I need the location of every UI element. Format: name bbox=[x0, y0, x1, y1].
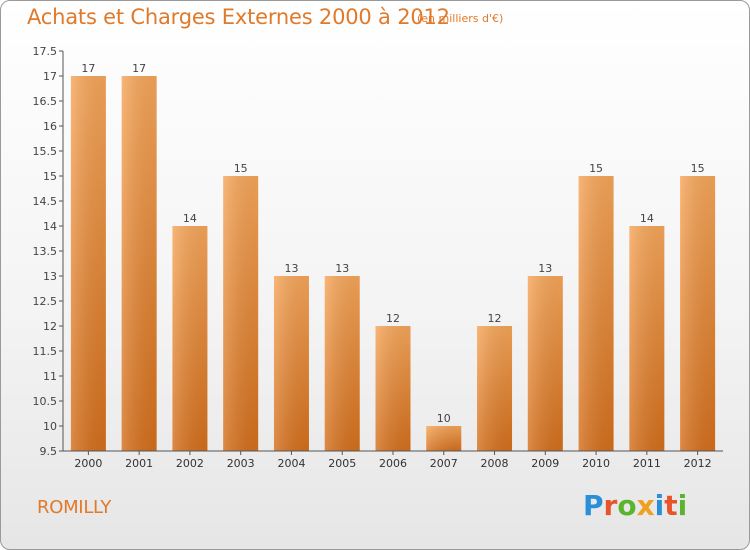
bar-shade bbox=[223, 176, 259, 451]
bar-value-label: 12 bbox=[488, 312, 502, 325]
bar-value-label: 10 bbox=[437, 412, 451, 425]
x-tick-label: 2007 bbox=[430, 457, 458, 470]
y-tick-label: 13.5 bbox=[33, 245, 58, 258]
bar-value-label: 13 bbox=[335, 262, 349, 275]
proxiti-logo[interactable]: Proxiti bbox=[583, 489, 687, 522]
y-tick-label: 12 bbox=[43, 320, 57, 333]
y-tick-label: 11 bbox=[43, 370, 57, 383]
logo-letter: t bbox=[664, 489, 678, 522]
commune-name: ROMILLY bbox=[37, 497, 112, 518]
bar-shade bbox=[121, 76, 157, 451]
bar-shade bbox=[70, 76, 106, 451]
y-tick-label: 13 bbox=[43, 270, 57, 283]
x-tick-label: 2011 bbox=[633, 457, 661, 470]
bar-value-label: 15 bbox=[691, 162, 705, 175]
logo-letter: i bbox=[654, 489, 665, 522]
bars: 17 17 14 15 13 13 12 10 12 13 15 14 15 bbox=[70, 62, 716, 451]
bar-value-label: 13 bbox=[284, 262, 298, 275]
bar-shade bbox=[527, 276, 563, 451]
bar-value-label: 17 bbox=[81, 62, 95, 75]
x-tick-label: 2010 bbox=[582, 457, 610, 470]
bar-value-label: 15 bbox=[589, 162, 603, 175]
bar-shade bbox=[629, 226, 665, 451]
bar-shade bbox=[477, 326, 513, 451]
logo-letter: o bbox=[617, 489, 637, 522]
bar-value-label: 13 bbox=[538, 262, 552, 275]
x-tick-label: 2003 bbox=[227, 457, 255, 470]
logo-letter: x bbox=[636, 489, 655, 522]
x-tick-label: 2000 bbox=[74, 457, 102, 470]
logo-letter: r bbox=[603, 489, 618, 522]
y-tick-label: 16 bbox=[43, 120, 57, 133]
y-tick-label: 10 bbox=[43, 420, 57, 433]
x-axis: 2000 2001 2002 2003 2004 2005 2006 2007 2008 2009… bbox=[63, 450, 723, 470]
y-tick-label: 11.5 bbox=[33, 345, 58, 358]
bar-shade bbox=[273, 276, 309, 451]
y-tick-label: 15 bbox=[43, 170, 57, 183]
bar-shade bbox=[375, 326, 411, 451]
bar-shade bbox=[324, 276, 360, 451]
bar-value-label: 14 bbox=[640, 212, 654, 225]
bar-shade bbox=[172, 226, 208, 451]
x-tick-label: 2002 bbox=[176, 457, 204, 470]
bar-value-label: 14 bbox=[183, 212, 197, 225]
y-axis: 9.5 10 10.5 11 11.5 12 12.5 13 13.5 14 14.5 15 15.5 1… bbox=[33, 45, 64, 458]
x-tick-label: 2001 bbox=[125, 457, 153, 470]
chart-subtitle: (en milliers d'€) bbox=[417, 12, 504, 25]
x-tick-label: 2004 bbox=[277, 457, 305, 470]
y-tick-label: 14.5 bbox=[33, 195, 58, 208]
y-tick-label: 15.5 bbox=[33, 145, 58, 158]
x-tick-label: 2006 bbox=[379, 457, 407, 470]
y-tick-label: 17.5 bbox=[33, 45, 58, 58]
logo-letter: i bbox=[677, 489, 688, 522]
chart-title: Achats et Charges Externes 2000 à 2012 bbox=[27, 5, 450, 29]
bar-shade bbox=[578, 176, 614, 451]
bar-shade bbox=[426, 426, 462, 451]
logo-letter: P bbox=[583, 489, 604, 522]
x-tick-label: 2009 bbox=[531, 457, 559, 470]
y-tick-label: 9.5 bbox=[40, 445, 58, 458]
y-tick-label: 10.5 bbox=[33, 395, 58, 408]
bar-shade bbox=[680, 176, 716, 451]
bar-value-label: 17 bbox=[132, 62, 146, 75]
y-tick-label: 17 bbox=[43, 70, 57, 83]
x-tick-label: 2012 bbox=[684, 457, 712, 470]
y-tick-label: 16.5 bbox=[33, 95, 58, 108]
y-tick-label: 12.5 bbox=[33, 295, 58, 308]
bar-value-label: 12 bbox=[386, 312, 400, 325]
x-tick-label: 2005 bbox=[328, 457, 356, 470]
bar-value-label: 15 bbox=[234, 162, 248, 175]
y-tick-label: 14 bbox=[43, 220, 57, 233]
x-tick-label: 2008 bbox=[481, 457, 509, 470]
